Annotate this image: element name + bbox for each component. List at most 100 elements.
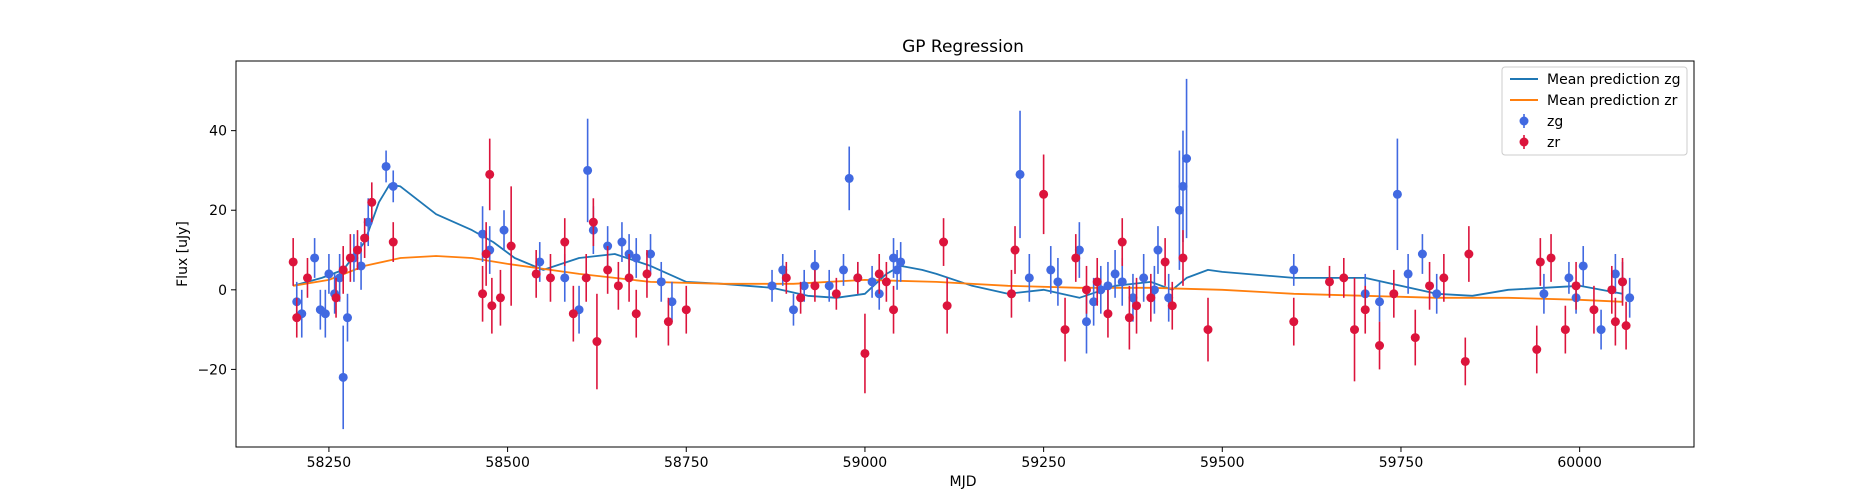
point-marker [844,173,854,183]
point-marker [342,313,352,323]
data-point-zr [360,218,370,258]
point-marker [1339,273,1349,283]
data-point-zr [942,277,952,334]
point-marker [1564,273,1574,283]
data-point-zr [1560,305,1570,354]
data-point-zr [345,234,355,282]
point-marker [345,253,355,263]
data-point-zr [1092,257,1102,306]
legend-entry-mean-prediction-zg: Mean prediction zg [1510,72,1681,88]
data-point-zr [495,269,505,326]
data-point-zr [881,261,891,302]
data-point-zg [617,222,627,262]
data-point-zr [1360,285,1370,334]
data-point-zr [663,297,673,346]
point-marker [1060,325,1070,335]
point-marker [1535,257,1545,267]
point-marker [1389,289,1399,299]
point-marker [1460,356,1470,366]
point-marker [810,281,820,291]
data-point-zr [581,254,591,302]
x-tick-label: 59250 [1021,455,1066,471]
point-marker [617,237,627,247]
data-point-zr [331,277,341,318]
data-point-zg [335,254,345,302]
point-marker [1103,281,1113,291]
data-point-zr [874,254,884,294]
data-point-zg [324,254,334,294]
data-point-zg [1174,150,1184,270]
data-point-zg [839,254,848,286]
point-marker [478,229,488,239]
point-marker [560,237,570,247]
point-marker [356,261,366,271]
point-marker [1164,293,1174,303]
point-marker [1182,153,1192,163]
data-point-zr [1532,325,1542,374]
data-point-zr [1103,289,1113,338]
data-point-zr [481,222,491,286]
data-point-zr [1618,257,1628,306]
data-point-zg [1432,273,1442,314]
data-point-zg [381,150,391,183]
point-marker [1178,253,1188,263]
data-point-zr [796,281,806,314]
data-point-zr [889,285,899,334]
data-point-zr [1425,261,1435,310]
data-point-zr [781,261,791,294]
point-marker [631,253,641,263]
point-marker [360,233,370,243]
data-point-zr [1082,265,1091,314]
y-tick-label: 0 [218,283,227,299]
data-point-zg [1089,277,1099,326]
data-point-zg [824,269,834,302]
point-marker [381,161,391,171]
point-marker [478,289,488,299]
data-point-zg [1164,273,1174,322]
point-marker [1089,297,1099,307]
data-point-zr [1339,257,1349,298]
point-marker [324,269,334,279]
data-point-zr [1464,226,1474,282]
point-marker [363,217,373,227]
data-point-zg [1128,273,1138,322]
data-point-zg [1403,254,1413,294]
point-marker [788,305,798,315]
data-point-zr [631,289,641,338]
point-marker [1117,237,1127,247]
data-point-zr [292,297,302,338]
legend: Mean prediction zg Mean prediction zr zg zr [1501,66,1688,156]
point-marker [1167,301,1177,311]
data-point-zr [1610,297,1620,346]
data-point-zg [1110,250,1120,298]
point-marker [1006,289,1016,299]
point-marker [831,289,841,299]
point-marker [889,253,899,263]
point-marker [388,237,398,247]
point-marker [839,265,848,275]
x-tick-label: 59000 [843,455,888,471]
data-point-zr [478,265,488,322]
point-marker [1578,261,1588,271]
data-point-zr [353,230,362,270]
point-marker [942,301,952,311]
data-point-zr [1203,297,1213,362]
point-marker [778,265,788,275]
data-point-zr [860,313,870,394]
data-point-zr [681,285,691,334]
y-axis: −20 0 20 40 [197,124,236,378]
point-marker [1410,333,1420,343]
data-point-zr [588,198,598,247]
point-marker [1439,273,1449,283]
y-axis-title: Flux [uJy] [175,221,191,287]
data-point-zg [1015,110,1025,239]
point-marker [1071,253,1081,263]
data-point-zg [1074,222,1084,278]
data-point-zr [531,250,541,298]
y-tick-label: −20 [197,362,227,378]
data-point-zg [1417,234,1427,274]
data-point-zr [1546,234,1556,282]
legend-entry-zr: zr [1519,135,1560,151]
point-marker [1375,297,1385,307]
